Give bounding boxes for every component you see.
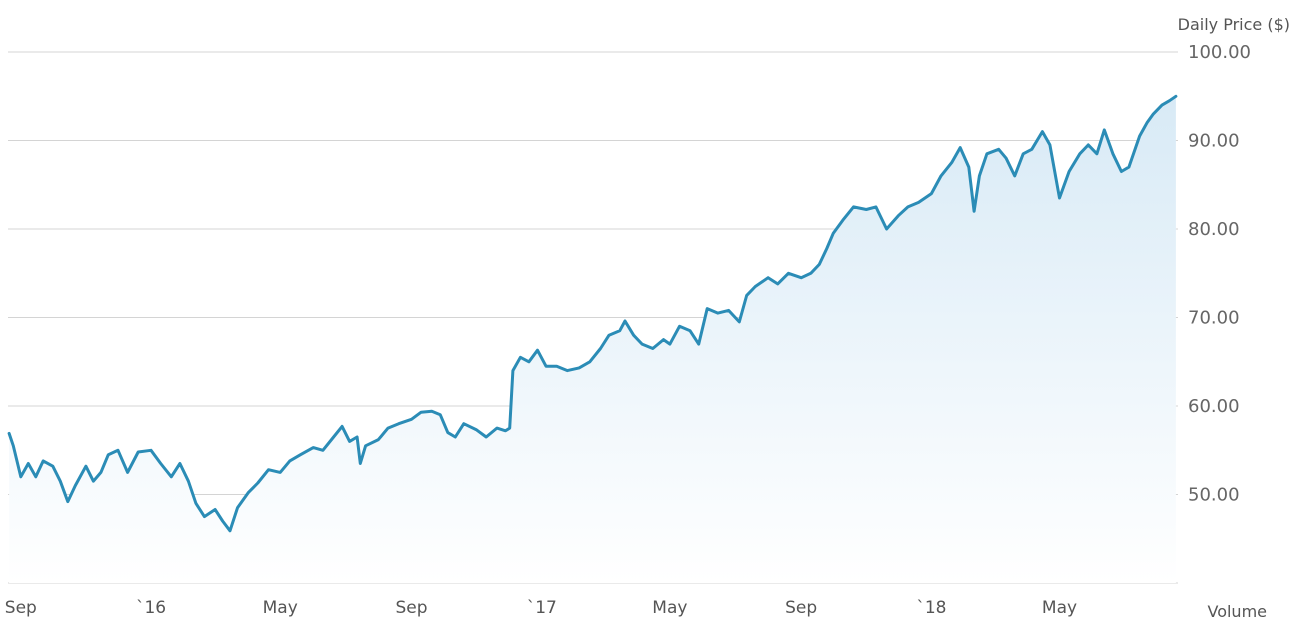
x-tick-label: Sep bbox=[5, 598, 37, 618]
price-line bbox=[7, 94, 1178, 533]
y-tick-label: 100.00 bbox=[1188, 42, 1251, 63]
x-tick-label: May bbox=[1042, 598, 1077, 618]
x-tick-label: `17 bbox=[527, 598, 557, 618]
x-tick-label: May bbox=[652, 598, 687, 618]
x-tick-label: Sep bbox=[395, 598, 427, 618]
y-axis-title: Daily Price ($) bbox=[1178, 15, 1290, 34]
y-tick-label: 50.00 bbox=[1188, 485, 1240, 506]
volume-label: Volume bbox=[1207, 602, 1267, 621]
price-area bbox=[9, 96, 1176, 584]
y-tick-label: 80.00 bbox=[1188, 219, 1240, 240]
x-tick-label: `18 bbox=[916, 598, 946, 618]
price-series-line bbox=[7, 94, 1178, 533]
x-tick-label: `16 bbox=[136, 598, 166, 618]
x-tick-label: May bbox=[263, 598, 298, 618]
y-tick-label: 90.00 bbox=[1188, 131, 1240, 152]
y-axis-ticks: 100.00 90.00 80.00 70.00 60.00 50.00 bbox=[1188, 42, 1251, 506]
price-area-fill bbox=[9, 96, 1176, 584]
y-tick-label: 70.00 bbox=[1188, 308, 1240, 329]
x-tick-label: Sep bbox=[785, 598, 817, 618]
x-axis-ticks: Sep `16 May Sep `17 May Sep `18 May bbox=[5, 598, 1077, 618]
y-tick-label: 60.00 bbox=[1188, 396, 1240, 417]
